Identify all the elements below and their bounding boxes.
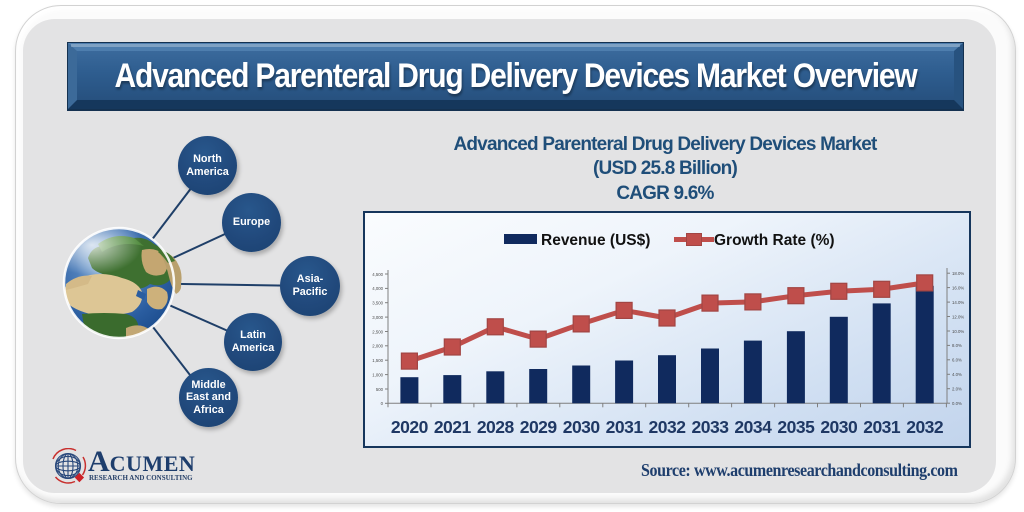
svg-text:0.0%: 0.0% (952, 401, 962, 406)
svg-text:8.0%: 8.0% (952, 343, 962, 348)
svg-text:3,500: 3,500 (372, 301, 383, 306)
svg-text:6.0%: 6.0% (952, 358, 962, 363)
svg-text:4,000: 4,000 (372, 286, 383, 291)
svg-text:0: 0 (381, 401, 384, 406)
svg-text:10.0%: 10.0% (952, 329, 964, 334)
svg-text:2,500: 2,500 (372, 329, 383, 334)
svg-text:3,000: 3,000 (372, 315, 383, 320)
svg-text:16.0%: 16.0% (952, 285, 964, 290)
svg-text:4.0%: 4.0% (952, 372, 962, 377)
svg-text:18.0%: 18.0% (952, 271, 964, 276)
svg-text:14.0%: 14.0% (952, 300, 964, 305)
svg-text:1,500: 1,500 (372, 358, 383, 363)
svg-text:500: 500 (376, 387, 384, 392)
svg-text:12.0%: 12.0% (952, 314, 964, 319)
svg-text:1,000: 1,000 (372, 372, 383, 377)
svg-text:2,000: 2,000 (372, 344, 383, 349)
svg-text:4,500: 4,500 (372, 272, 383, 277)
svg-text:2.0%: 2.0% (952, 387, 962, 392)
